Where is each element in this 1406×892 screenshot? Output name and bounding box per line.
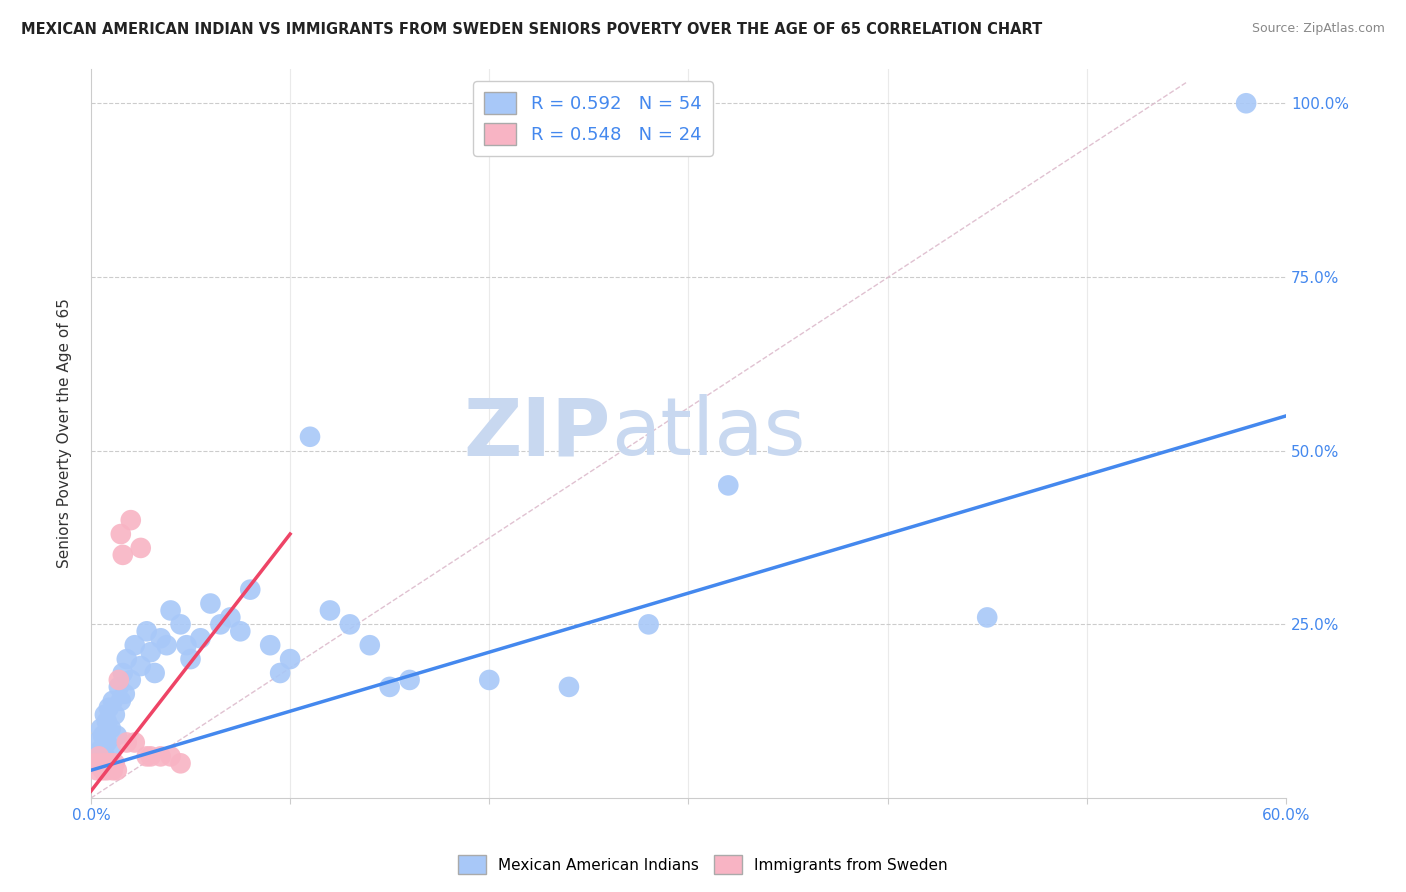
Point — [135, 624, 157, 639]
Point — [105, 764, 128, 778]
Text: ZIP: ZIP — [464, 394, 610, 472]
Point — [219, 610, 242, 624]
Point — [717, 478, 740, 492]
Point — [96, 714, 118, 729]
Point — [100, 742, 122, 756]
Point — [108, 680, 131, 694]
Point — [339, 617, 361, 632]
Point — [229, 624, 252, 639]
Point — [111, 665, 134, 680]
Point — [139, 645, 162, 659]
Point — [87, 749, 110, 764]
Point — [558, 680, 581, 694]
Point — [156, 638, 179, 652]
Point — [91, 729, 114, 743]
Point — [84, 756, 107, 771]
Point — [90, 742, 112, 756]
Point — [115, 735, 138, 749]
Legend: Mexican American Indians, Immigrants from Sweden: Mexican American Indians, Immigrants fro… — [453, 849, 953, 880]
Point — [104, 707, 127, 722]
Point — [190, 632, 212, 646]
Point — [86, 764, 108, 778]
Point — [110, 527, 132, 541]
Point — [169, 617, 191, 632]
Point — [96, 764, 118, 778]
Point — [129, 541, 152, 555]
Point — [115, 652, 138, 666]
Point — [143, 665, 166, 680]
Point — [96, 735, 118, 749]
Point — [97, 700, 120, 714]
Point — [239, 582, 262, 597]
Point — [378, 680, 401, 694]
Text: MEXICAN AMERICAN INDIAN VS IMMIGRANTS FROM SWEDEN SENIORS POVERTY OVER THE AGE O: MEXICAN AMERICAN INDIAN VS IMMIGRANTS FR… — [21, 22, 1042, 37]
Point — [1234, 96, 1257, 111]
Point — [100, 756, 122, 771]
Point — [91, 764, 114, 778]
Point — [86, 735, 108, 749]
Point — [101, 694, 124, 708]
Point — [149, 749, 172, 764]
Point — [139, 749, 162, 764]
Point — [398, 673, 420, 687]
Point — [84, 756, 107, 771]
Point — [298, 430, 321, 444]
Point — [176, 638, 198, 652]
Point — [319, 603, 342, 617]
Point — [87, 749, 110, 764]
Point — [976, 610, 998, 624]
Point — [97, 756, 120, 771]
Point — [110, 694, 132, 708]
Point — [159, 749, 181, 764]
Y-axis label: Seniors Poverty Over the Age of 65: Seniors Poverty Over the Age of 65 — [58, 298, 72, 568]
Point — [129, 659, 152, 673]
Point — [359, 638, 381, 652]
Point — [124, 735, 146, 749]
Point — [135, 749, 157, 764]
Point — [278, 652, 301, 666]
Text: atlas: atlas — [610, 394, 806, 472]
Point — [94, 749, 117, 764]
Point — [90, 722, 112, 736]
Point — [101, 764, 124, 778]
Point — [259, 638, 281, 652]
Point — [124, 638, 146, 652]
Point — [120, 513, 142, 527]
Point — [180, 652, 202, 666]
Point — [108, 673, 131, 687]
Point — [114, 687, 136, 701]
Point — [111, 548, 134, 562]
Point — [94, 707, 117, 722]
Point — [105, 729, 128, 743]
Point — [209, 617, 232, 632]
Point — [200, 597, 222, 611]
Point — [100, 722, 122, 736]
Point — [94, 756, 117, 771]
Legend: R = 0.592   N = 54, R = 0.548   N = 24: R = 0.592 N = 54, R = 0.548 N = 24 — [474, 81, 713, 156]
Point — [269, 665, 291, 680]
Text: Source: ZipAtlas.com: Source: ZipAtlas.com — [1251, 22, 1385, 36]
Point — [104, 756, 127, 771]
Point — [169, 756, 191, 771]
Point — [159, 603, 181, 617]
Point — [149, 632, 172, 646]
Point — [637, 617, 659, 632]
Point — [478, 673, 501, 687]
Point — [120, 673, 142, 687]
Point — [90, 756, 112, 771]
